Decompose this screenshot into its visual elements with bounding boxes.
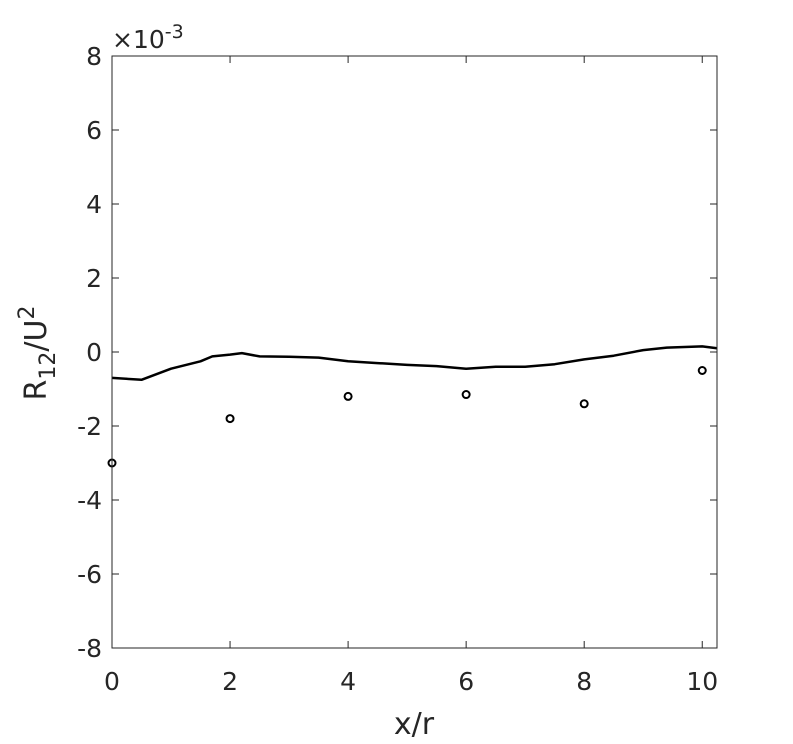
data-point-marker — [579, 399, 589, 409]
data-point-marker — [343, 391, 353, 401]
y-tick-label: -6 — [77, 560, 102, 589]
x-tick-label: 6 — [458, 667, 474, 696]
y-tick-label: -8 — [77, 634, 102, 663]
y-tick-label: 8 — [86, 42, 102, 71]
y-tick-label: 0 — [86, 338, 102, 367]
y-axis-title-sub: 12 — [36, 352, 61, 380]
y-tick-label: 6 — [86, 116, 102, 145]
x-tick-label: 4 — [340, 667, 356, 696]
data-point-marker — [461, 390, 471, 400]
plot-area-frame — [111, 55, 718, 649]
x-tick-label: 10 — [686, 667, 718, 696]
data-point-marker — [697, 366, 707, 375]
exponent-prefix: ×10 — [112, 25, 165, 54]
y-tick-label: -4 — [77, 486, 102, 515]
y-tick-label: -2 — [77, 412, 102, 441]
exponent-label: ×10-3 — [112, 21, 184, 54]
data-point-marker — [225, 414, 235, 424]
series-layer — [107, 345, 718, 468]
x-axis-title: x/r — [394, 707, 435, 742]
y-axis-title-sup: 2 — [15, 306, 40, 320]
exponent-power: -3 — [165, 21, 184, 43]
x-tick-label: 2 — [222, 667, 238, 696]
ticks-layer — [111, 55, 717, 649]
y-tick-label: 2 — [86, 264, 102, 293]
tick-labels-layer: 0 2 4 6 8 10 -8 -6 -4 -2 0 2 4 6 8 — [77, 42, 718, 696]
y-axis-title-slash: /U — [19, 320, 54, 352]
series-line — [111, 345, 718, 382]
x-tick-label: 8 — [576, 667, 592, 696]
x-tick-label: 0 — [104, 667, 120, 696]
y-axis-title: R12/U2 — [15, 306, 61, 401]
y-tick-label: 4 — [86, 190, 102, 219]
y-axis-title-base: R — [19, 380, 54, 401]
